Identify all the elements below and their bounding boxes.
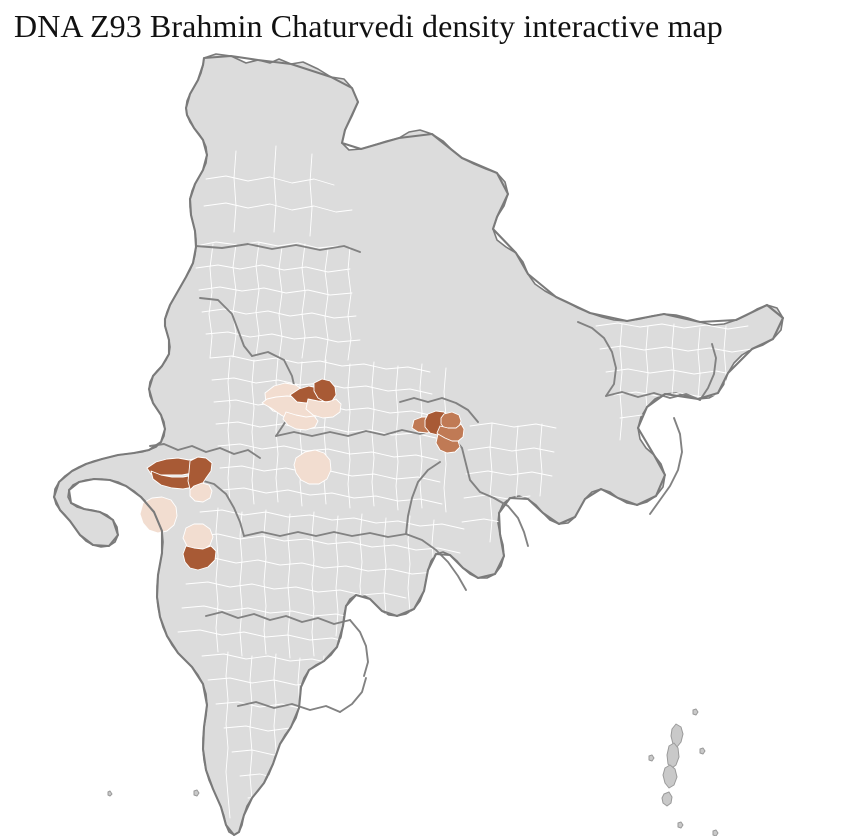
state-border-maharashtra-karnataka xyxy=(206,612,350,624)
state-border-odisha-ap xyxy=(406,534,466,590)
island-lakshadweep-b xyxy=(193,789,200,797)
island-middle-andaman xyxy=(666,742,680,769)
district-low-mh-thane[interactable] xyxy=(183,524,213,550)
india-outline xyxy=(54,56,783,835)
country-outline-layer xyxy=(54,56,783,835)
district-low-gj-a[interactable] xyxy=(190,483,212,502)
state-border-northeast-wb xyxy=(578,322,616,396)
island-nicobar-b xyxy=(712,829,719,836)
state-border-jk-hp xyxy=(196,244,360,252)
india-choropleth-map[interactable] xyxy=(0,46,866,836)
cluster-uttar-pradesh-mathura-agra[interactable] xyxy=(262,379,341,430)
state-border-gujarat-mp xyxy=(200,480,244,536)
cluster-maharashtra-mumbai[interactable] xyxy=(183,524,216,570)
state-border-wb-odisha xyxy=(494,498,528,546)
island-south-andaman xyxy=(662,764,678,789)
island-north-andaman xyxy=(670,723,684,748)
island-narcondam xyxy=(699,747,706,755)
island-car-nicobar xyxy=(677,821,684,829)
district-low-mp-central[interactable] xyxy=(294,450,331,484)
island-barren xyxy=(692,708,699,716)
state-border-chhattisgarh xyxy=(406,462,440,534)
cluster-madhya-pradesh-central[interactable] xyxy=(294,450,331,484)
district-high-br-d[interactable] xyxy=(436,434,460,453)
district-low-up-c[interactable] xyxy=(306,399,341,418)
state-border-punjab-haryana xyxy=(200,298,252,356)
state-border-karnataka-ap xyxy=(350,620,368,676)
state-border-assam-nagaland xyxy=(700,344,716,400)
state-border-up-mp xyxy=(276,430,436,436)
map-svg[interactable] xyxy=(0,46,866,836)
state-border-maharashtra-mp xyxy=(244,532,406,537)
island-little-andaman xyxy=(661,791,673,807)
cluster-bihar-patna[interactable] xyxy=(412,411,464,453)
andaman-nicobar-islands xyxy=(107,708,719,836)
state-border-assam-meghalaya xyxy=(606,392,700,400)
cluster-gujarat-ahmedabad[interactable] xyxy=(147,457,212,502)
state-border-gujarat-rajasthan xyxy=(150,444,260,458)
island-lakshadweep-a xyxy=(107,790,113,797)
district-low-up-d[interactable] xyxy=(283,412,318,430)
state-border-ap-tn xyxy=(340,678,366,712)
state-border-manipur-mizoram xyxy=(650,418,682,514)
state-border-bihar-up xyxy=(400,398,478,422)
page-title: DNA Z93 Brahmin Chaturvedi density inter… xyxy=(14,8,723,44)
district-high-up-mathura[interactable] xyxy=(314,379,336,402)
state-boundary-layer xyxy=(150,244,716,712)
district-high-gj-c[interactable] xyxy=(188,457,212,492)
district-high-mh-mumbai[interactable] xyxy=(183,546,216,570)
island-small-west xyxy=(648,754,655,762)
state-border-karnataka-tn xyxy=(238,702,340,712)
